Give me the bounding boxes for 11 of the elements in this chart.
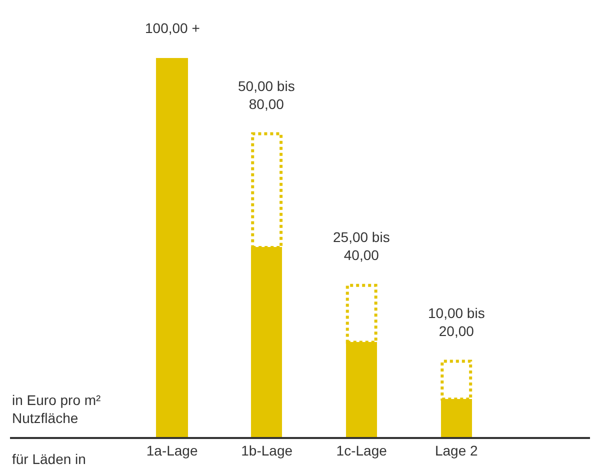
annotation: 100,00 + <box>145 20 200 36</box>
bar <box>156 58 188 437</box>
annotation: 25,00 bis 40,00 <box>333 229 390 264</box>
x-tick-label: Lage 2 <box>434 442 478 459</box>
annotation: 10,00 bis 20,00 <box>428 305 485 340</box>
x-tick-label: 1a-Lage <box>146 442 198 459</box>
x-tick-label: 1b-Lage <box>241 442 293 459</box>
x-tick-label: 1c-Lage <box>336 442 388 459</box>
x-axis-title: für Läden in <box>12 451 86 467</box>
y-axis-title: in Euro pro m² Nutzfläche <box>12 392 102 426</box>
annotation: 50,00 bis 80,00 <box>238 78 295 112</box>
